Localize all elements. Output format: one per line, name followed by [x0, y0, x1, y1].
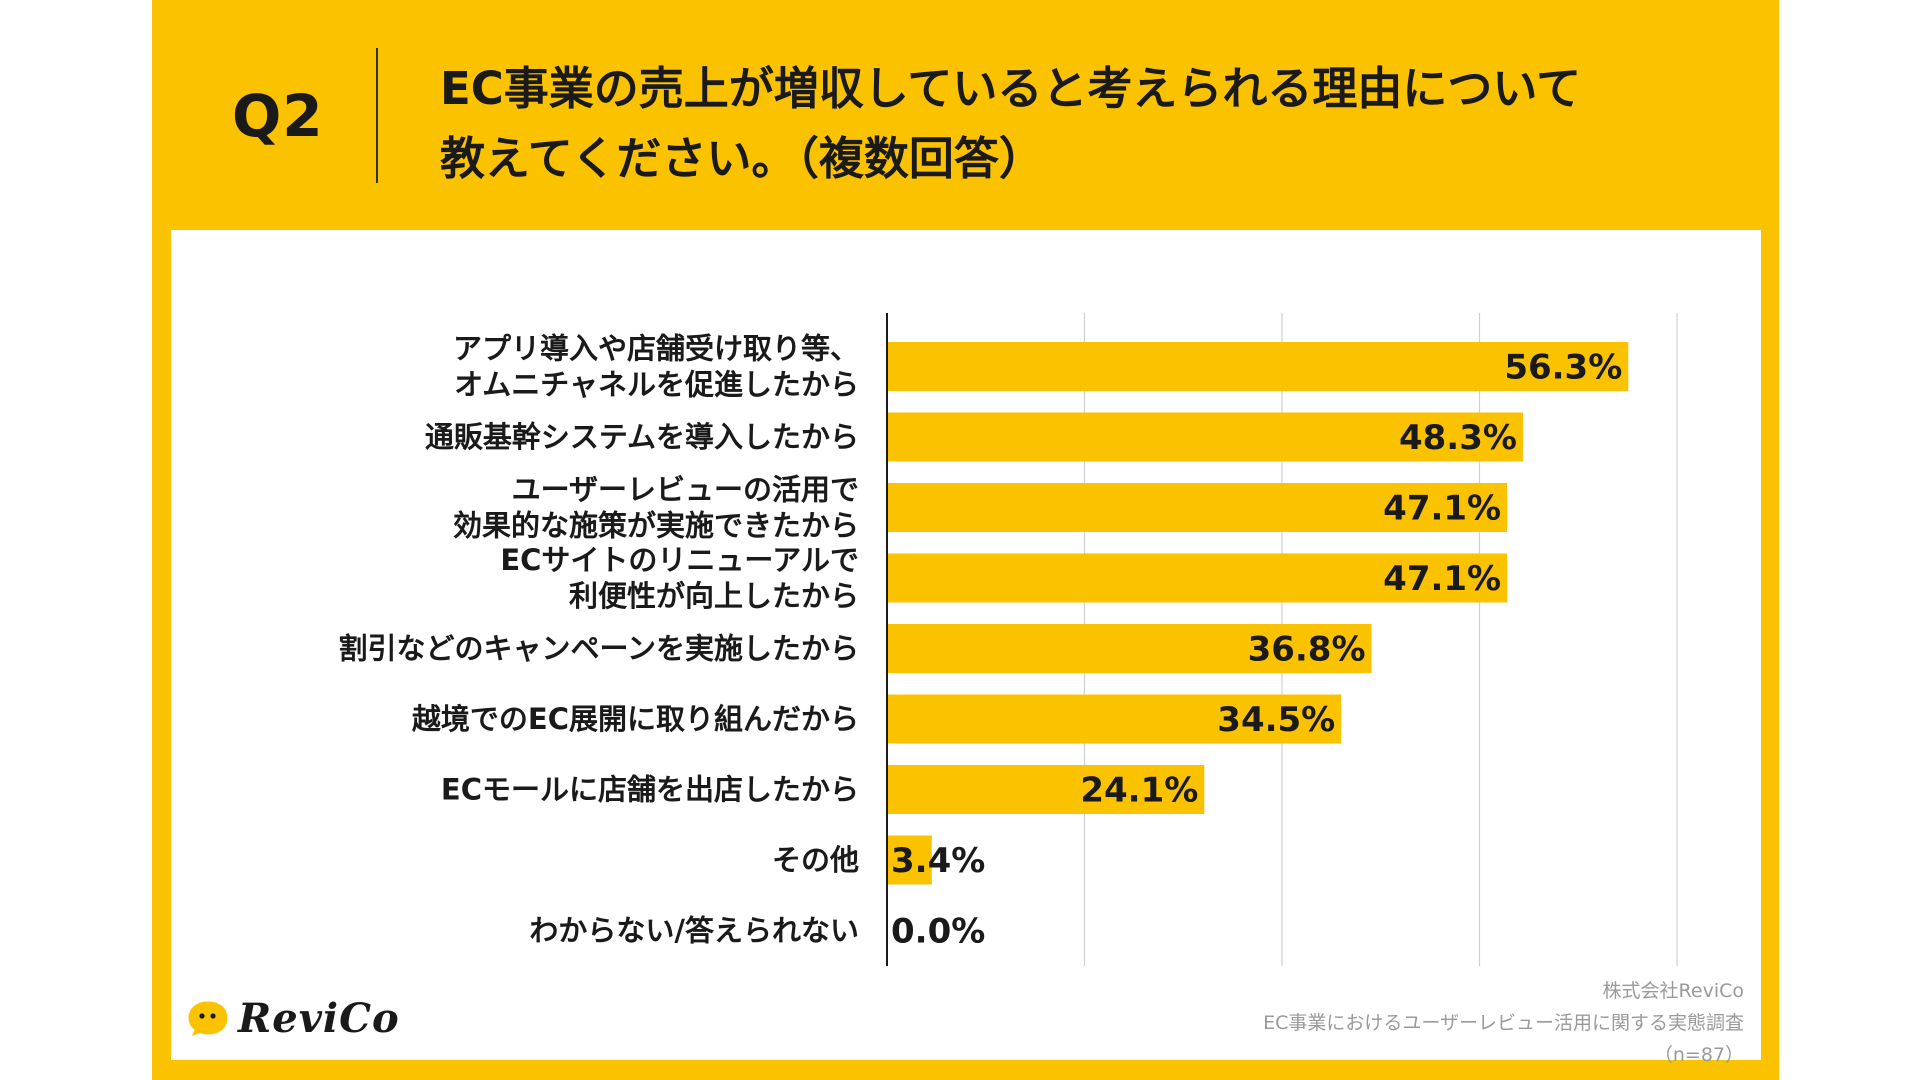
category-label-8-line-1: その他	[772, 843, 859, 877]
bar-7	[887, 765, 1205, 814]
category-label-7-line-1: ECモールに店舗を出店したから	[441, 773, 859, 807]
bar-4	[887, 553, 1508, 603]
value-label-2: 48.3%	[1399, 418, 1517, 458]
question-title: EC事業の売上が増収していると考えられる理由について 教えてください。（複数回答…	[440, 54, 1740, 194]
value-label-3: 47.1%	[1383, 489, 1501, 529]
value-label-7: 24.1%	[1080, 771, 1198, 811]
chart-panel: 56.3% アプリ導入や店舗受け取り等、 オムニチャネルを促進したから 48.3% 通販…	[171, 230, 1761, 1060]
bar-6	[887, 694, 1342, 744]
survey-credit: 株式会社ReviCo EC事業におけるユーザーレビュー活用に関する実態調査 （n…	[1263, 975, 1744, 1071]
value-label-9: 0.0%	[891, 912, 985, 952]
value-label-4: 47.1%	[1383, 559, 1501, 599]
question-title-line-1: EC事業の売上が増収していると考えられる理由について	[440, 62, 1582, 115]
bar-8	[887, 835, 932, 885]
bar-3	[887, 483, 1508, 532]
question-title-line-2: 教えてください。（複数回答）	[440, 132, 1044, 185]
category-label-4-line-1: ECサイトのリニューアルで	[500, 543, 859, 577]
value-label-5: 36.8%	[1248, 630, 1366, 670]
bar-1	[887, 342, 1629, 391]
category-label-2-line-1: 通販基幹システムを導入したから	[425, 420, 859, 454]
category-label-1-line-1: アプリ導入や店舗受け取り等、	[453, 332, 859, 366]
credit-company: 株式会社ReviCo	[1602, 980, 1744, 1002]
value-label-1: 56.3%	[1504, 348, 1622, 388]
bar-2	[887, 412, 1523, 462]
credit-sample-size: （n=87）	[1653, 1044, 1744, 1066]
question-number: Q2	[232, 82, 324, 150]
category-label-5-line-1: 割引などのキャンペーンを実施したから	[338, 632, 859, 666]
value-label-8: 3.4%	[891, 841, 985, 881]
bar-chart: 56.3% アプリ導入や店舗受け取り等、オムニチャネルを促進したから 48.3% 通販…	[338, 313, 1678, 966]
header-divider	[376, 48, 378, 183]
category-label-3-line-2: 効果的な施策が実施できたから	[453, 509, 859, 543]
logo-wordmark: ReviCo	[238, 995, 400, 1042]
credit-survey-name: EC事業におけるユーザーレビュー活用に関する実態調査	[1263, 1012, 1744, 1034]
bar-5	[887, 624, 1372, 673]
category-label-6-line-1: 越境でのEC展開に取り組んだから	[412, 702, 859, 736]
category-label-3-line-1: ユーザーレビューの活用で	[512, 473, 859, 507]
category-label-4-line-2: 利便性が向上したから	[569, 579, 859, 613]
speech-bubble-icon	[187, 999, 229, 1038]
reviCo-logo: ReviCo	[186, 995, 400, 1042]
category-label-9-line-1: わからない/答えられない	[529, 914, 859, 948]
category-label-1-line-2: オムニチャネルを促進したから	[454, 368, 859, 402]
value-label-6: 34.5%	[1217, 700, 1335, 740]
